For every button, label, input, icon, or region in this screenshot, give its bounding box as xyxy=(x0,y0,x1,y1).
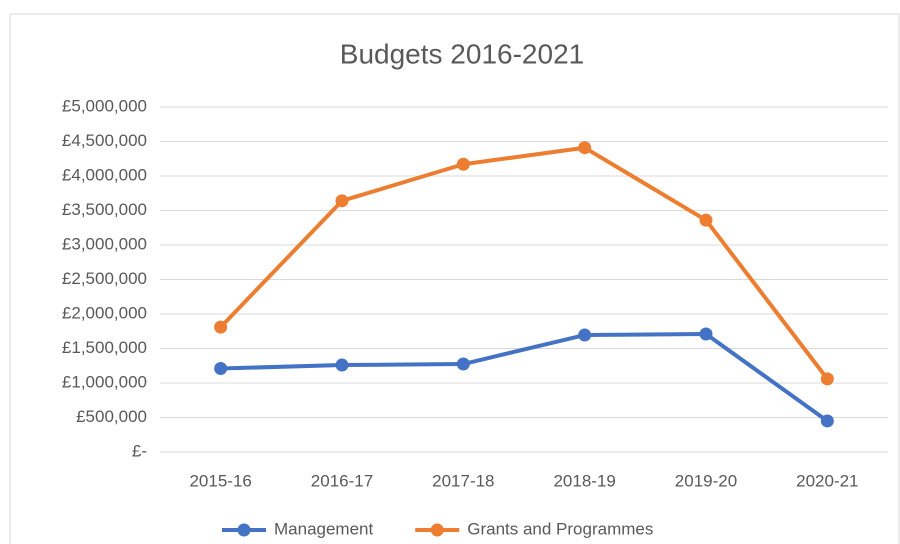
data-point xyxy=(214,320,228,334)
y-tick-label: £2,500,000 xyxy=(62,269,147,288)
data-point xyxy=(335,358,349,372)
y-tick-label: £4,500,000 xyxy=(62,131,147,150)
y-tick-label: £- xyxy=(132,441,147,460)
legend-label: Grants and Programmes xyxy=(467,519,653,538)
x-tick-label: 2018-19 xyxy=(553,471,615,490)
data-point xyxy=(578,328,592,342)
x-tick-label: 2017-18 xyxy=(432,471,494,490)
series-line xyxy=(219,145,829,381)
y-tick-label: £4,000,000 xyxy=(62,165,147,184)
x-tick-label: 2019-20 xyxy=(675,471,737,490)
y-tick-label: £1,000,000 xyxy=(62,372,147,391)
legend-marker xyxy=(237,523,251,537)
y-tick-label: £2,000,000 xyxy=(62,303,147,322)
series-line xyxy=(220,332,829,423)
data-point xyxy=(820,372,834,386)
data-point xyxy=(578,141,592,155)
data-point xyxy=(456,357,470,371)
data-point xyxy=(214,362,228,376)
x-tick-label: 2015-16 xyxy=(189,471,251,490)
data-point xyxy=(820,414,834,428)
y-tick-label: £500,000 xyxy=(76,407,147,426)
legend-label: Management xyxy=(274,519,374,538)
chart-title: Budgets 2016-2021 xyxy=(340,38,584,69)
data-point xyxy=(456,157,470,171)
y-tick-label: £3,500,000 xyxy=(62,200,147,219)
x-tick-label: 2020-21 xyxy=(796,471,858,490)
data-point xyxy=(335,194,349,208)
legend-marker xyxy=(430,523,444,537)
y-tick-label: £3,000,000 xyxy=(62,234,147,253)
x-tick-label: 2016-17 xyxy=(311,471,373,490)
y-tick-label: £1,500,000 xyxy=(62,338,147,357)
data-point xyxy=(699,213,713,227)
data-point xyxy=(699,327,713,341)
y-tick-label: £5,000,000 xyxy=(62,96,147,115)
